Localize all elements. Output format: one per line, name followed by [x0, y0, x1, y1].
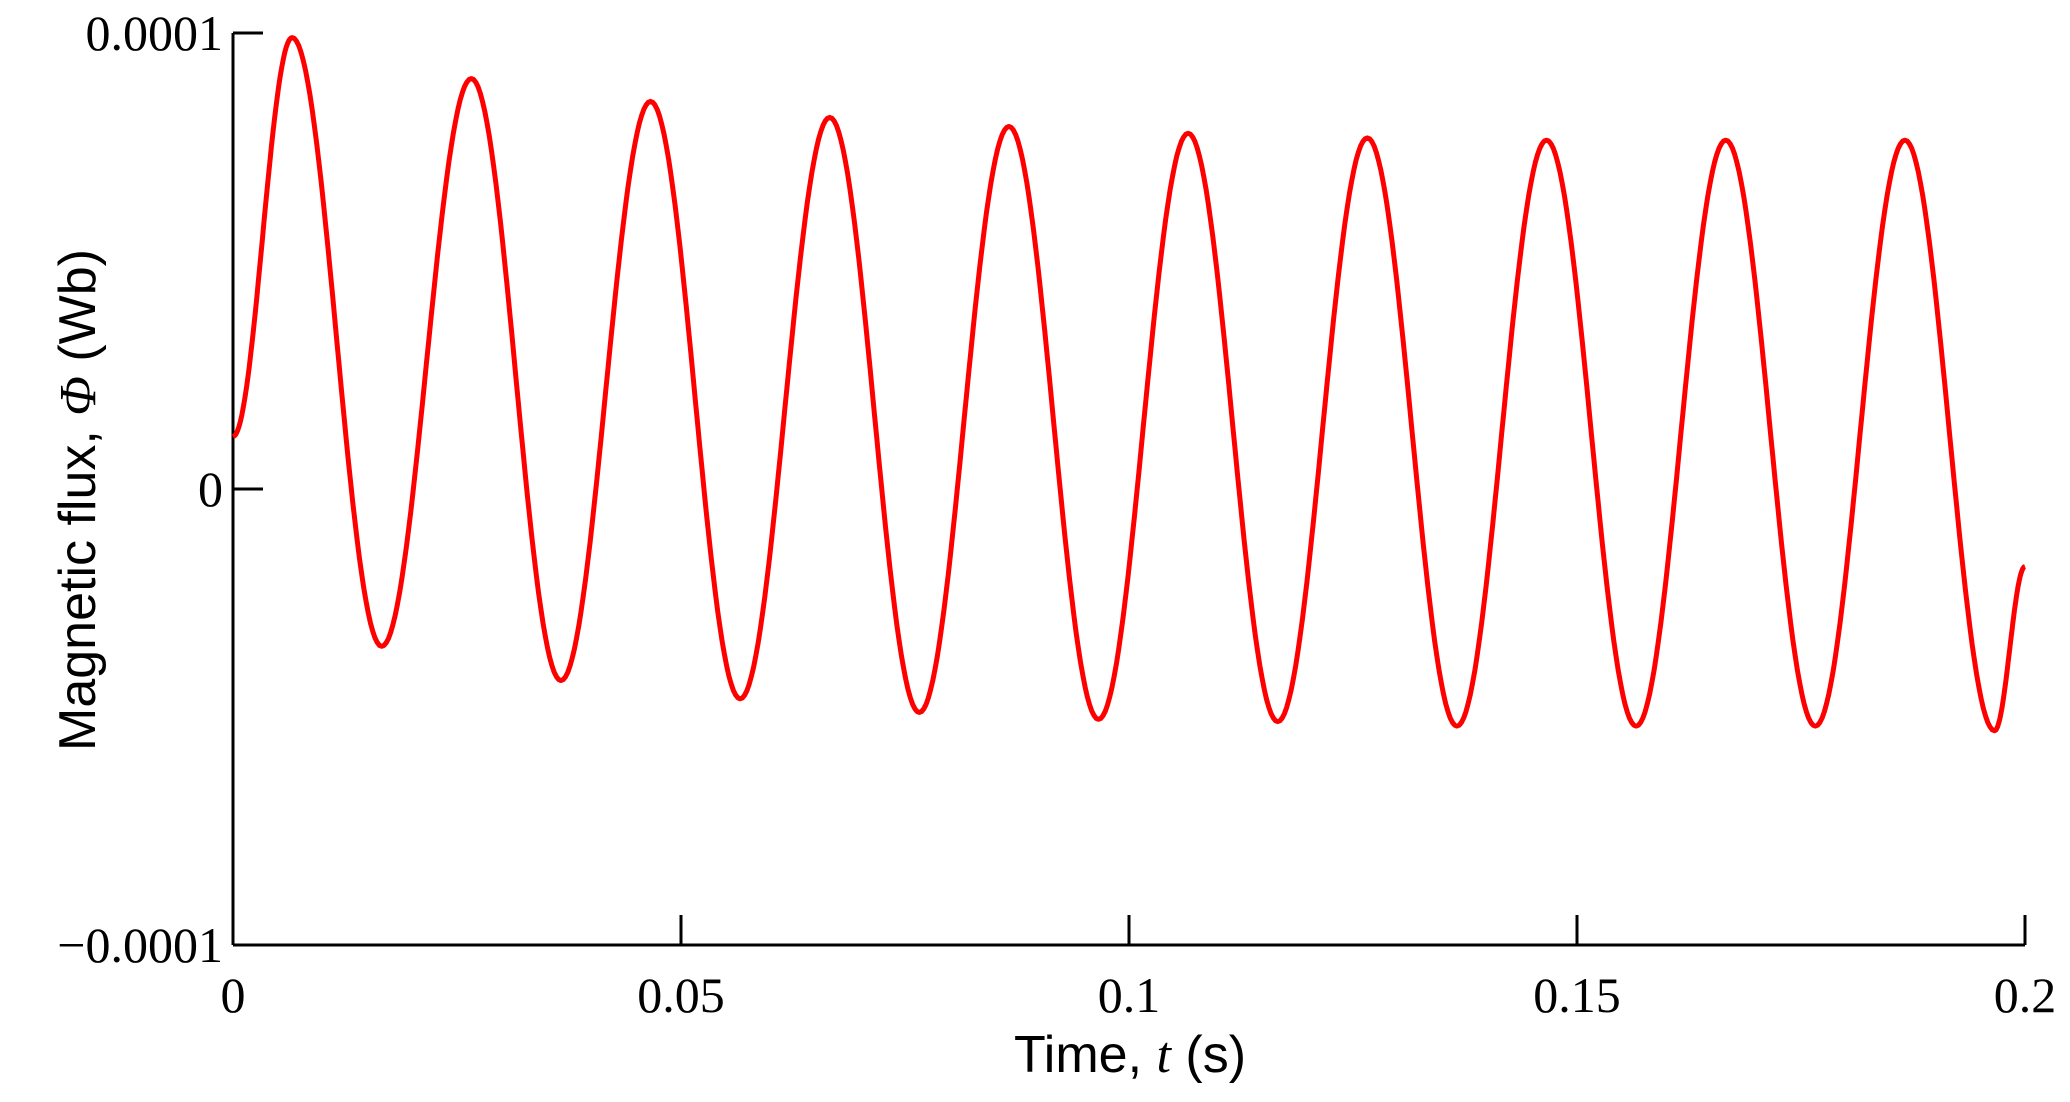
flux-series-line: [231, 35, 2027, 734]
series-group: [231, 35, 2027, 734]
tick-marks: [231, 31, 2027, 947]
y-axis-label: Magnetic flux, Φ (Wb): [49, 249, 107, 751]
axes: [231, 33, 2025, 947]
x-tick-label: 0.1: [1098, 967, 1161, 1023]
x-tick-label: 0.2: [1994, 967, 2057, 1023]
x-tick-label: 0.15: [1533, 967, 1621, 1023]
y-tick-label: −0.0001: [57, 917, 223, 973]
x-tick-label: 0: [221, 967, 246, 1023]
y-tick-label: 0: [198, 461, 223, 517]
y-tick-label: 0.0001: [86, 5, 224, 61]
x-axis-label: Time, t (s): [1014, 1026, 1246, 1084]
x-tick-label: 0.05: [637, 967, 725, 1023]
